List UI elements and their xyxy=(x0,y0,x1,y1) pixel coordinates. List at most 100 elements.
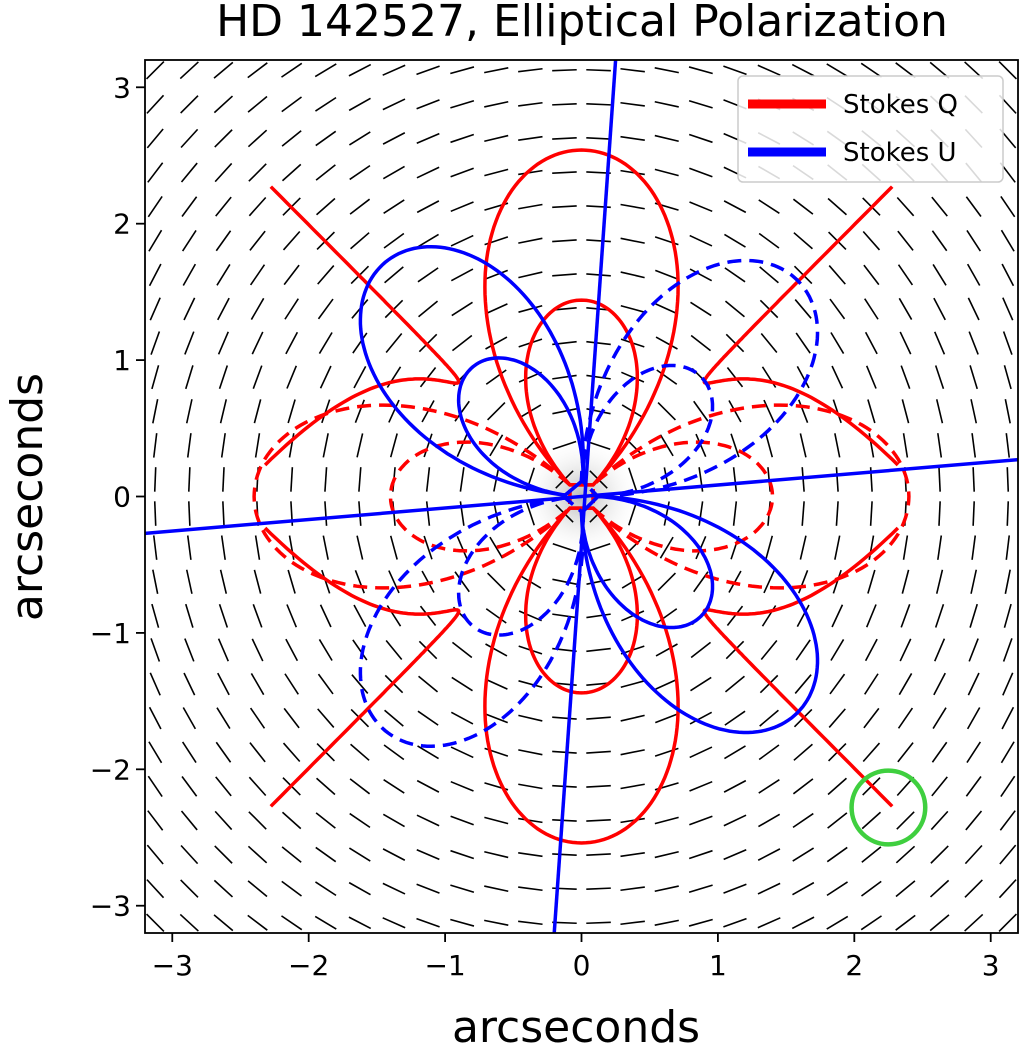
polarization-vector xyxy=(450,66,475,75)
polarization-vector xyxy=(382,813,405,828)
polarization-vector xyxy=(218,603,229,628)
polarization-vector xyxy=(827,812,848,829)
polarization-vector xyxy=(215,776,232,797)
polarization-vector xyxy=(148,229,163,252)
polarization-vector xyxy=(450,884,475,894)
polarization-vector xyxy=(484,850,509,859)
polarization-vector xyxy=(485,608,507,624)
polarization-vector xyxy=(450,167,474,178)
polarization-vector xyxy=(895,62,916,79)
polarization-vector xyxy=(283,264,300,286)
stokes-q-solid-contour xyxy=(523,298,640,487)
polarization-vector xyxy=(902,535,909,560)
polarization-vector xyxy=(319,604,332,628)
stokes-u-solid-contour xyxy=(579,494,820,735)
polarization-vector xyxy=(489,434,504,457)
polarization-vector xyxy=(417,267,439,283)
polarization-vector xyxy=(620,920,645,926)
polarization-vector xyxy=(966,230,982,252)
polarization-vector xyxy=(222,467,225,492)
polarization-vector xyxy=(791,916,815,930)
stokes-q-dashed-contour xyxy=(388,440,572,553)
polarization-vector xyxy=(1000,229,1015,252)
polarization-vector xyxy=(937,433,943,458)
polarization-vector xyxy=(324,467,328,492)
polarization-vector xyxy=(451,334,473,352)
polarization-vector xyxy=(972,501,976,526)
polarization-vector xyxy=(150,638,161,662)
chart-title: HD 142527, Elliptical Polarization xyxy=(216,0,948,47)
stokes-q-solid-contour xyxy=(523,506,640,695)
polarization-vector xyxy=(416,200,440,214)
polarization-vector xyxy=(153,467,157,492)
polarization-vector xyxy=(219,399,228,424)
polarization-vector xyxy=(418,300,439,318)
polarization-vector xyxy=(146,128,164,149)
polarization-vector xyxy=(489,536,504,559)
polarization-vector xyxy=(321,399,331,424)
polarization-vector xyxy=(897,230,914,251)
polarization-vector xyxy=(792,778,814,795)
polarization-vector xyxy=(793,743,813,761)
polarization-vector xyxy=(383,779,405,794)
polarization-vector xyxy=(689,234,713,247)
polarization-vector xyxy=(968,638,979,662)
polarization-vector xyxy=(152,535,158,560)
polarization-vector xyxy=(416,99,440,110)
polarization-vector xyxy=(315,846,337,863)
polarization-vector xyxy=(456,433,468,457)
polarization-vector xyxy=(620,203,645,210)
polarization-vector xyxy=(184,638,195,662)
polarization-vector xyxy=(552,239,577,243)
polarization-vector xyxy=(899,331,912,355)
polarization-vector xyxy=(899,638,912,662)
polarization-vector xyxy=(799,535,807,560)
polarization-vector xyxy=(317,298,334,320)
polarization-vector xyxy=(929,914,950,932)
polarization-vector xyxy=(898,673,913,696)
polarization-vector xyxy=(864,298,879,320)
polarization-vector xyxy=(287,569,296,594)
polarization-vector xyxy=(484,816,509,825)
polarization-vector xyxy=(450,918,475,927)
polarization-vector xyxy=(283,707,300,729)
polarization-vector xyxy=(693,400,709,422)
polarization-vector xyxy=(690,334,712,352)
polarization-vector xyxy=(249,230,266,251)
polarization-vector xyxy=(586,239,611,243)
polarization-vector xyxy=(383,232,405,249)
polarization-vector xyxy=(793,232,813,250)
polarization-vector xyxy=(281,811,302,830)
polarization-vector xyxy=(179,913,199,932)
polarization-vector xyxy=(1005,535,1011,560)
polarization-vector xyxy=(932,707,947,730)
plot-area xyxy=(145,60,1018,933)
polarization-vector xyxy=(254,433,261,458)
polarization-vector xyxy=(287,399,296,424)
polarization-vector xyxy=(552,613,577,619)
polarization-vector xyxy=(620,67,645,73)
polarization-vector xyxy=(348,97,371,112)
polarization-vector xyxy=(1004,399,1011,424)
polarization-vector xyxy=(724,267,746,283)
polarization-vector xyxy=(518,67,543,73)
polarization-vector xyxy=(281,130,302,147)
polarization-vector xyxy=(214,810,233,831)
polarization-vector xyxy=(451,301,473,317)
stokes-u-solid-contour xyxy=(579,494,715,630)
polarization-vector xyxy=(938,501,941,526)
polarization-vector xyxy=(416,132,440,145)
polarization-vector xyxy=(688,66,713,75)
polarization-vector xyxy=(418,640,438,660)
polarization-vector xyxy=(901,569,910,594)
polarization-vector xyxy=(656,608,678,624)
polarization-vector xyxy=(151,603,160,628)
polarization-vector xyxy=(219,569,228,594)
polarization-vector xyxy=(281,846,302,863)
polarization-vector xyxy=(654,134,679,143)
polarization-vector xyxy=(864,638,878,662)
polarization-vector xyxy=(552,543,577,553)
polarization-vector xyxy=(895,914,916,931)
polarization-vector xyxy=(147,810,164,831)
